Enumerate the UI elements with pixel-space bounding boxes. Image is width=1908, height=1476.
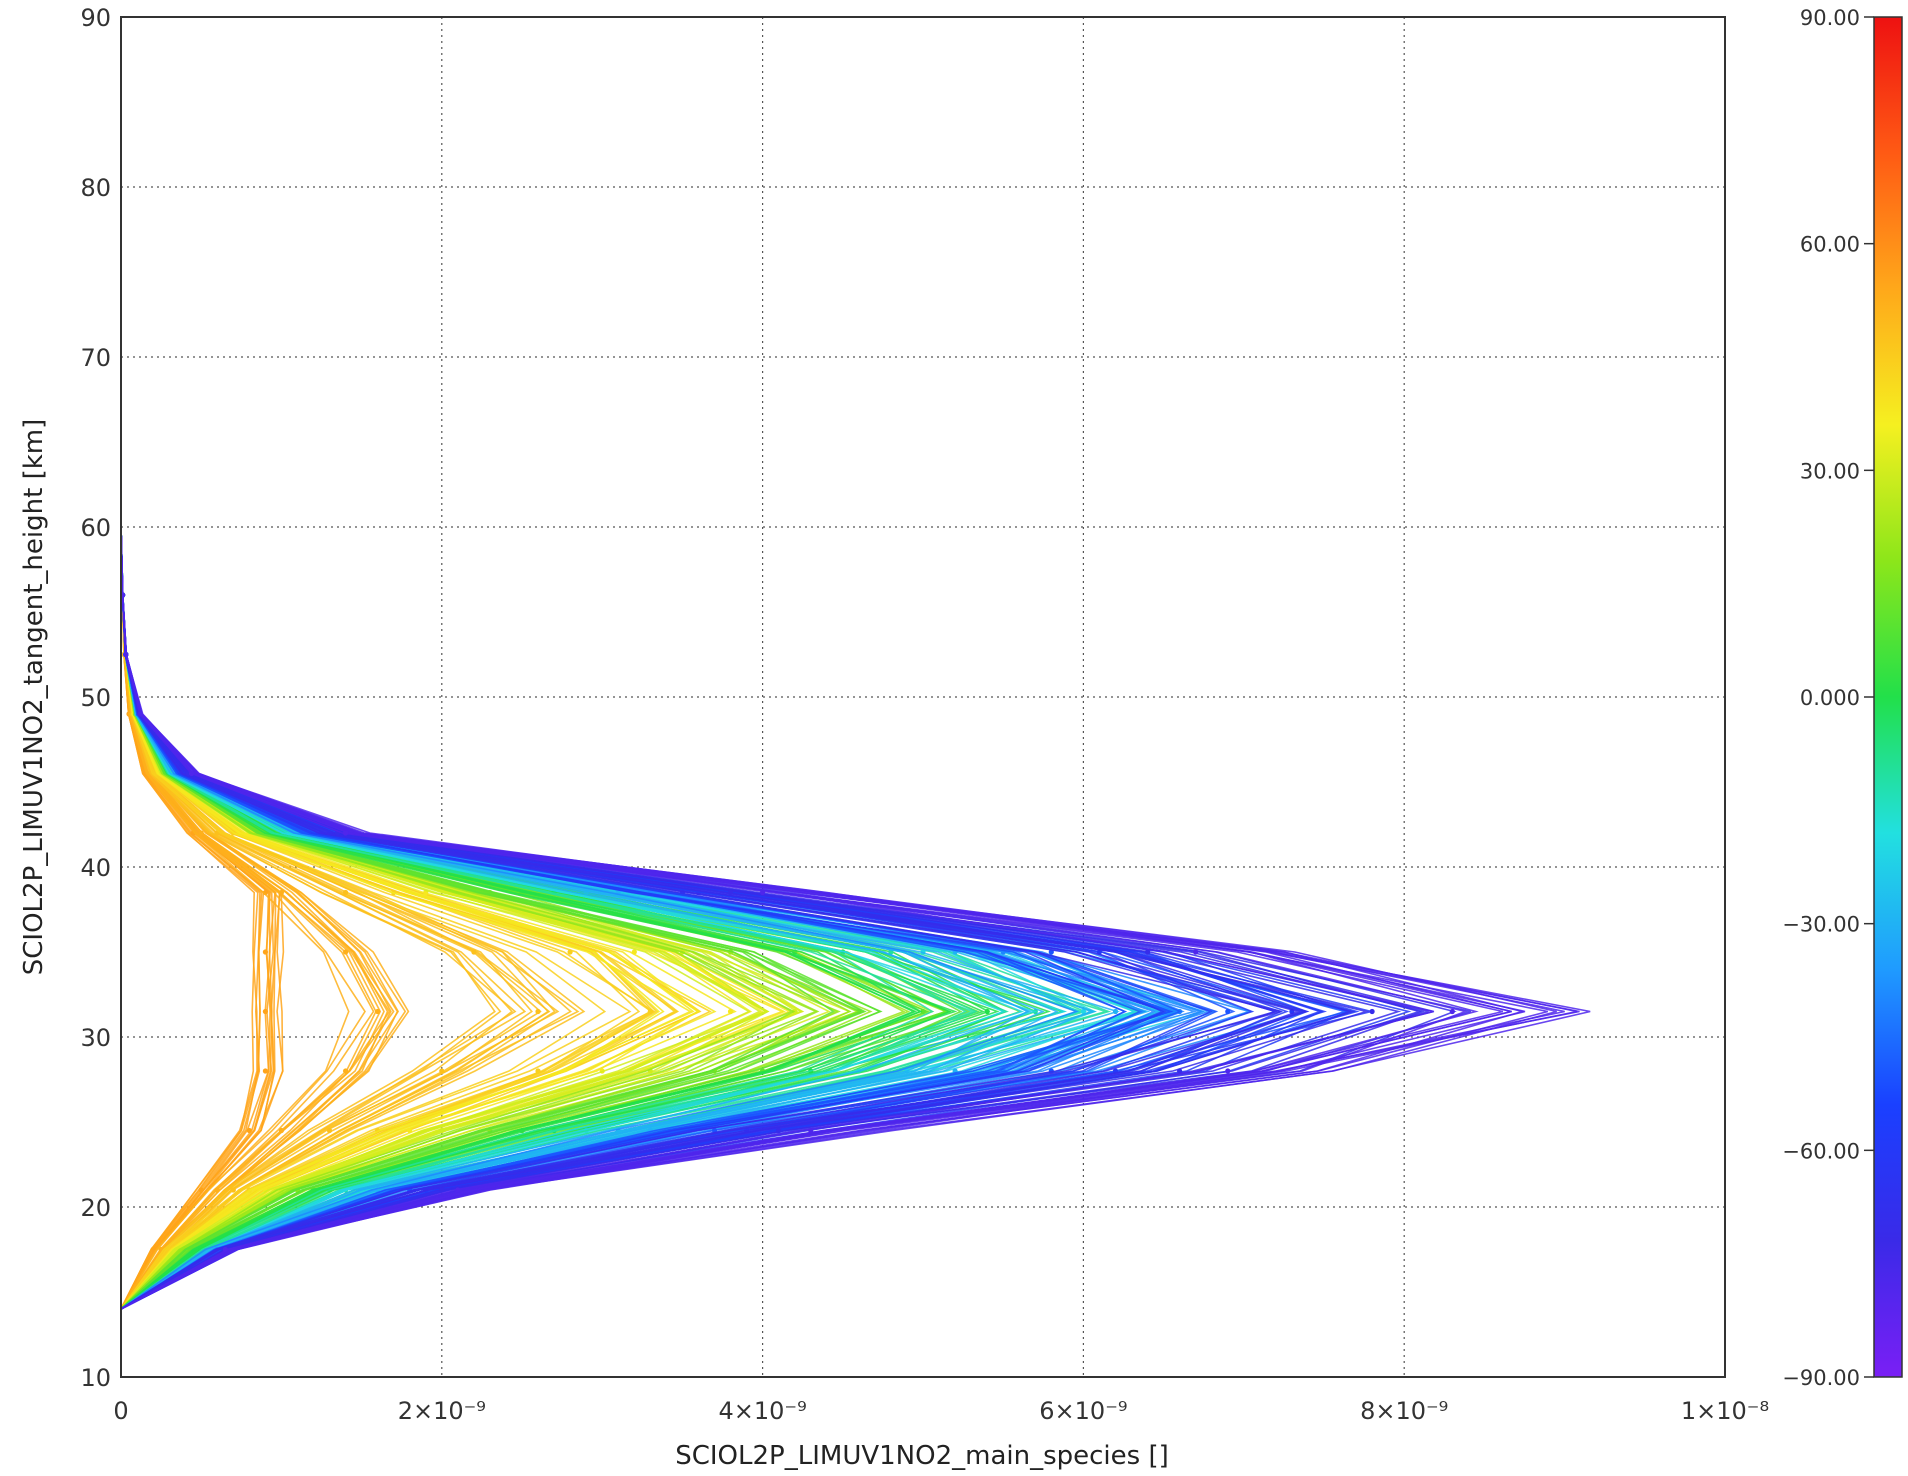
series-point (1177, 1068, 1183, 1074)
grid-lines (121, 17, 1725, 1377)
y-tick-label: 60 (80, 514, 111, 542)
x-tick-label: 6×10⁻⁹ (1039, 1397, 1127, 1425)
y-tick-label: 20 (80, 1194, 111, 1222)
series-point (1449, 1008, 1455, 1015)
series-point (567, 949, 573, 955)
colorbar-tick-label: −30.00 (1782, 913, 1860, 937)
x-tick-label: 0 (113, 1397, 128, 1425)
series-point (343, 949, 349, 955)
series-point (647, 1008, 653, 1015)
series-point (343, 830, 349, 836)
series-point (246, 1127, 252, 1134)
series-point (808, 1127, 814, 1134)
y-axis-title: SCIOL2P_LIMUV1NO2_tangent_height [km] (19, 419, 49, 976)
series-point (278, 1127, 284, 1134)
plot-frame (120, 16, 1726, 1378)
series-point (631, 949, 637, 955)
x-tick-label: 8×10⁻⁹ (1360, 1397, 1448, 1425)
y-tick-label: 10 (80, 1364, 111, 1392)
series-point (343, 889, 349, 896)
series-point (1145, 949, 1151, 955)
series-point (920, 1008, 926, 1015)
series-point (727, 889, 734, 896)
series-point (535, 1068, 541, 1074)
x-tick-label: 1×10⁻⁸ (1681, 1397, 1769, 1425)
series-point (262, 949, 268, 955)
x-tick-label: 2×10⁻⁹ (398, 1397, 486, 1425)
series-point (1225, 1068, 1231, 1074)
y-tick-label: 50 (80, 684, 111, 712)
series-point (214, 1187, 220, 1193)
x-axis-title: SCIOL2P_LIMUV1NO2_main_species [] (675, 1441, 1169, 1471)
series-point (439, 1187, 445, 1193)
colorbar-tick-label: −60.00 (1782, 1139, 1860, 1163)
colorbar (1873, 16, 1903, 1378)
series-point (776, 1127, 782, 1134)
y-tick-label: 40 (80, 854, 111, 882)
colorbar-tick-label: 90.00 (1800, 6, 1860, 30)
series-point (262, 1008, 268, 1015)
x-axis-ticks: 0 2×10⁻⁹ 4×10⁻⁹ 6×10⁻⁹ 8×10⁻⁹ 1×10⁻⁸ (113, 1397, 1769, 1425)
colorbar-tick-label: −90.00 (1782, 1366, 1860, 1390)
series-point (326, 1127, 333, 1134)
series-point (262, 1068, 268, 1074)
series-point (1096, 949, 1102, 955)
series-point (375, 1008, 381, 1015)
series-point (343, 1068, 349, 1074)
series-point (471, 949, 477, 955)
colorbar-tick-label: 0.000 (1800, 686, 1860, 710)
series-point (1369, 1008, 1375, 1015)
series-point (1193, 949, 1199, 955)
colorbar-ticks: 90.00 60.00 30.00 0.000 −30.00 −60.00 −90.00 (1782, 6, 1874, 1390)
series-point (407, 1127, 413, 1134)
y-tick-label: 80 (80, 174, 111, 202)
series-point (455, 1187, 461, 1193)
y-tick-label: 30 (80, 1024, 111, 1052)
colorbar-tick-label: 60.00 (1800, 233, 1860, 257)
series-point (278, 889, 284, 896)
series-point (150, 1246, 156, 1253)
series-point (137, 711, 143, 717)
series-point (198, 830, 204, 836)
series-point (727, 1008, 734, 1015)
series-point (1225, 1008, 1231, 1015)
y-tick-label: 90 (80, 4, 111, 32)
y-tick-label: 70 (80, 344, 111, 372)
series-point (189, 770, 195, 777)
series-point (1112, 1008, 1119, 1015)
series-point (1080, 1008, 1086, 1015)
series-point (198, 1187, 204, 1193)
y-axis-ticks: 10 20 30 40 50 60 70 80 90 (80, 4, 111, 1392)
series-point (984, 1008, 990, 1015)
series-point (535, 1008, 541, 1015)
series-point (230, 1187, 236, 1193)
series-point (760, 889, 766, 896)
series-point (439, 1127, 445, 1134)
series-point (222, 1246, 228, 1253)
series-point (439, 1068, 445, 1074)
series-point (123, 651, 129, 658)
x-tick-label: 4×10⁻⁹ (718, 1397, 806, 1425)
colorbar-tick-label: 30.00 (1800, 459, 1860, 483)
